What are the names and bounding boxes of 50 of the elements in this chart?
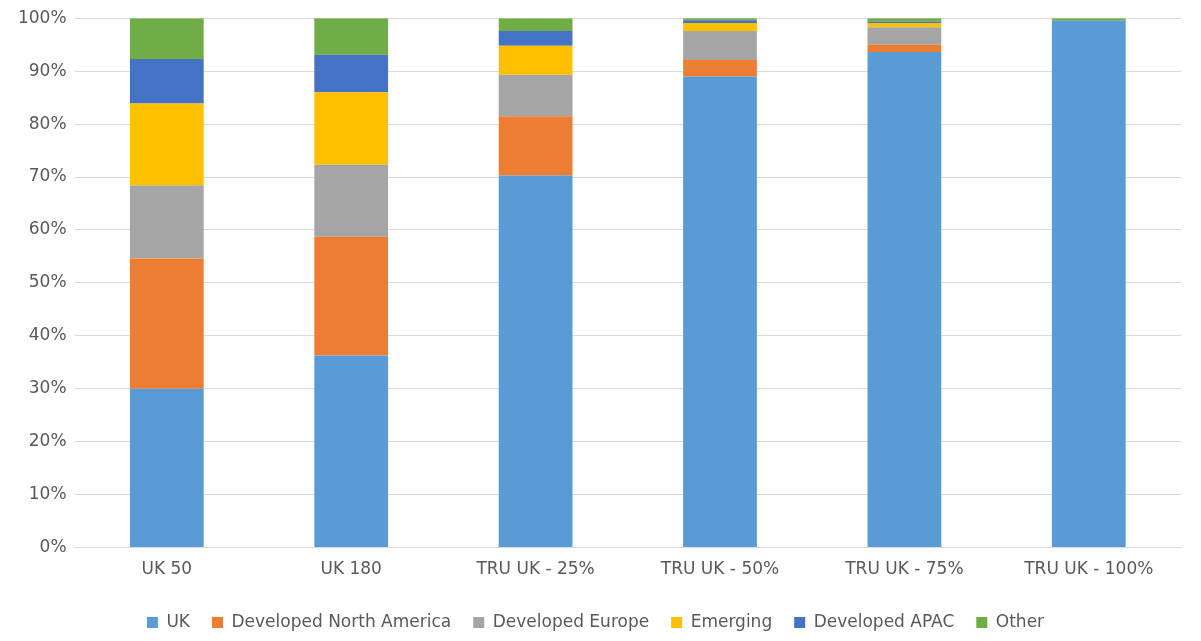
x-tick-label: TRU UK - 50% bbox=[659, 558, 780, 579]
bar bbox=[129, 18, 204, 59]
y-tick-label: 100% bbox=[17, 6, 67, 27]
legend-label: Developed North America bbox=[231, 610, 452, 631]
legend-label: Developed APAC bbox=[813, 610, 955, 631]
bar bbox=[129, 185, 204, 259]
bar bbox=[314, 54, 389, 93]
bar bbox=[314, 164, 389, 237]
legend-label: UK bbox=[166, 610, 191, 631]
bar bbox=[867, 22, 942, 28]
bar bbox=[129, 103, 204, 186]
bar bbox=[498, 116, 573, 176]
y-tick-label: 30% bbox=[28, 377, 67, 398]
bar bbox=[498, 18, 573, 31]
bar bbox=[498, 74, 573, 117]
legend-label: Developed Europe bbox=[492, 610, 650, 631]
x-tick-label: TRU UK - 75% bbox=[844, 558, 964, 579]
bar bbox=[683, 60, 757, 77]
bar bbox=[683, 22, 757, 31]
y-tick-label: 90% bbox=[28, 59, 67, 80]
y-tick-label: 60% bbox=[28, 218, 67, 239]
bar bbox=[683, 76, 757, 548]
bar bbox=[867, 44, 942, 53]
bar bbox=[1051, 20, 1126, 548]
y-tick-label: 20% bbox=[28, 430, 67, 451]
bar bbox=[498, 175, 573, 548]
bar bbox=[867, 27, 942, 45]
bar bbox=[683, 30, 757, 61]
x-tick-label: TRU UK - 100% bbox=[1023, 558, 1154, 579]
x-tick-label: TRU UK - 25% bbox=[475, 558, 595, 579]
y-tick-label: 50% bbox=[28, 271, 67, 292]
bar bbox=[314, 18, 389, 55]
bar bbox=[498, 30, 573, 46]
y-tick-label: 80% bbox=[28, 112, 67, 133]
x-tick-label: UK 180 bbox=[320, 558, 382, 579]
x-tick-label: UK 50 bbox=[141, 558, 193, 579]
bar bbox=[314, 92, 389, 165]
bar bbox=[314, 355, 389, 548]
bar bbox=[129, 388, 204, 548]
y-tick-label: 10% bbox=[28, 483, 67, 504]
y-tick-label: 70% bbox=[28, 165, 67, 186]
bar bbox=[129, 258, 204, 389]
y-tick-label: 0% bbox=[39, 536, 67, 557]
legend-label: Emerging bbox=[690, 610, 773, 631]
bar bbox=[129, 58, 204, 104]
y-tick-label: 40% bbox=[28, 324, 67, 345]
bar bbox=[867, 52, 942, 548]
bar bbox=[498, 45, 573, 75]
bar bbox=[314, 236, 389, 356]
legend-label: Other bbox=[995, 610, 1045, 631]
